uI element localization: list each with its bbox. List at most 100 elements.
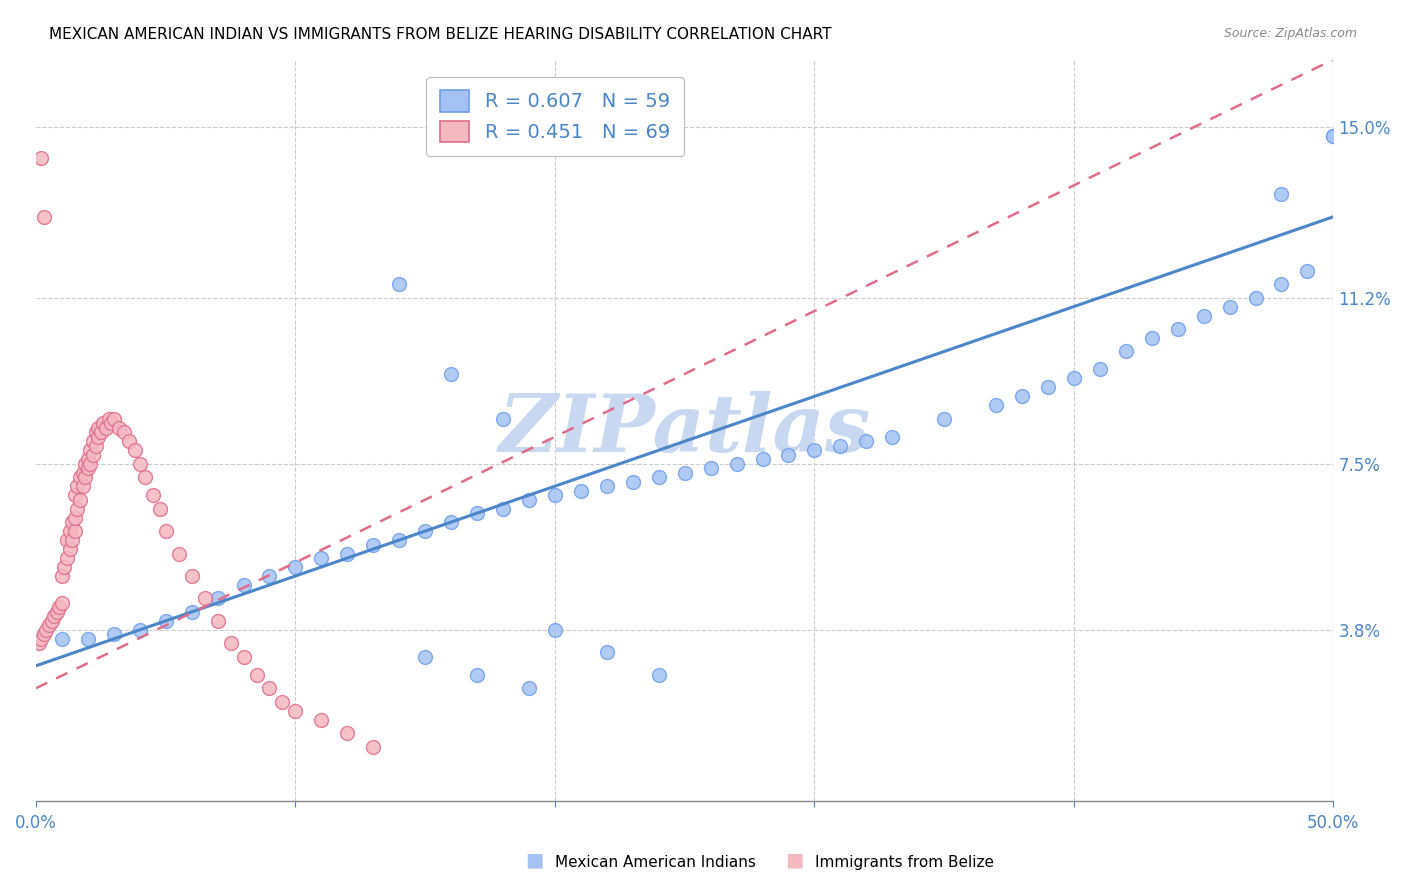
Point — [48, 600, 70, 615]
Point — [41, 614, 63, 628]
Point — [517, 681, 540, 696]
Point — [803, 443, 825, 458]
Point — [38, 618, 60, 632]
Point — [569, 483, 592, 498]
Point — [128, 457, 150, 471]
Text: ■: ■ — [785, 851, 804, 870]
Point — [69, 492, 91, 507]
Point — [934, 412, 956, 426]
Point — [59, 524, 82, 538]
Point — [259, 681, 281, 696]
Point — [1192, 309, 1215, 323]
Point — [32, 627, 55, 641]
Point — [51, 632, 73, 646]
Point — [128, 623, 150, 637]
Point — [167, 547, 190, 561]
Point — [79, 443, 101, 458]
Point — [82, 434, 104, 449]
Point — [142, 488, 165, 502]
Point — [673, 466, 696, 480]
Point — [87, 430, 110, 444]
Point — [51, 596, 73, 610]
Point — [855, 434, 877, 449]
Point — [35, 623, 58, 637]
Point — [63, 510, 86, 524]
Point — [66, 479, 89, 493]
Point — [751, 452, 773, 467]
Text: Immigrants from Belize: Immigrants from Belize — [815, 855, 994, 870]
Point — [84, 439, 107, 453]
Point — [76, 452, 98, 467]
Point — [59, 542, 82, 557]
Point — [388, 533, 411, 547]
Point — [60, 515, 83, 529]
Point — [1244, 291, 1267, 305]
Point — [207, 591, 229, 606]
Point — [284, 560, 307, 574]
Point — [87, 421, 110, 435]
Point — [361, 537, 384, 551]
Point — [30, 632, 52, 646]
Point — [97, 412, 120, 426]
Point — [94, 421, 117, 435]
Point — [311, 713, 333, 727]
Point — [103, 627, 125, 641]
Point — [388, 277, 411, 292]
Point — [984, 398, 1007, 412]
Point — [219, 636, 242, 650]
Point — [1115, 344, 1137, 359]
Point — [778, 448, 800, 462]
Point — [1088, 362, 1111, 376]
Point — [1322, 128, 1344, 143]
Point — [118, 434, 141, 449]
Point — [413, 649, 436, 664]
Point — [492, 412, 515, 426]
Point — [232, 649, 254, 664]
Text: ■: ■ — [524, 851, 544, 870]
Point — [51, 569, 73, 583]
Point — [361, 739, 384, 754]
Point — [245, 667, 267, 681]
Point — [336, 547, 359, 561]
Point — [440, 367, 463, 381]
Point — [112, 425, 135, 440]
Point — [63, 524, 86, 538]
Text: Source: ZipAtlas.com: Source: ZipAtlas.com — [1223, 27, 1357, 40]
Point — [517, 492, 540, 507]
Point — [1036, 380, 1059, 394]
Point — [108, 421, 131, 435]
Text: MEXICAN AMERICAN INDIAN VS IMMIGRANTS FROM BELIZE HEARING DISABILITY CORRELATION: MEXICAN AMERICAN INDIAN VS IMMIGRANTS FR… — [49, 27, 832, 42]
Point — [492, 501, 515, 516]
Point — [45, 605, 67, 619]
Point — [440, 515, 463, 529]
Point — [413, 524, 436, 538]
Point — [155, 614, 177, 628]
Point — [1270, 187, 1292, 202]
Point — [699, 461, 721, 475]
Point — [72, 466, 94, 480]
Point — [149, 501, 172, 516]
Point — [103, 412, 125, 426]
Text: Mexican American Indians: Mexican American Indians — [555, 855, 756, 870]
Point — [596, 479, 619, 493]
Point — [1011, 389, 1033, 403]
Point — [134, 470, 156, 484]
Point — [76, 632, 98, 646]
Point — [63, 488, 86, 502]
Point — [725, 457, 748, 471]
Point — [82, 448, 104, 462]
Point — [30, 152, 52, 166]
Point — [84, 425, 107, 440]
Point — [1140, 331, 1163, 345]
Point — [1296, 263, 1319, 277]
Point — [75, 470, 97, 484]
Point — [180, 605, 202, 619]
Point — [53, 560, 76, 574]
Text: ZIPatlas: ZIPatlas — [499, 392, 870, 469]
Point — [1063, 371, 1085, 385]
Point — [32, 210, 55, 224]
Point — [56, 551, 79, 566]
Point — [336, 726, 359, 740]
Point — [544, 623, 567, 637]
Point — [66, 501, 89, 516]
